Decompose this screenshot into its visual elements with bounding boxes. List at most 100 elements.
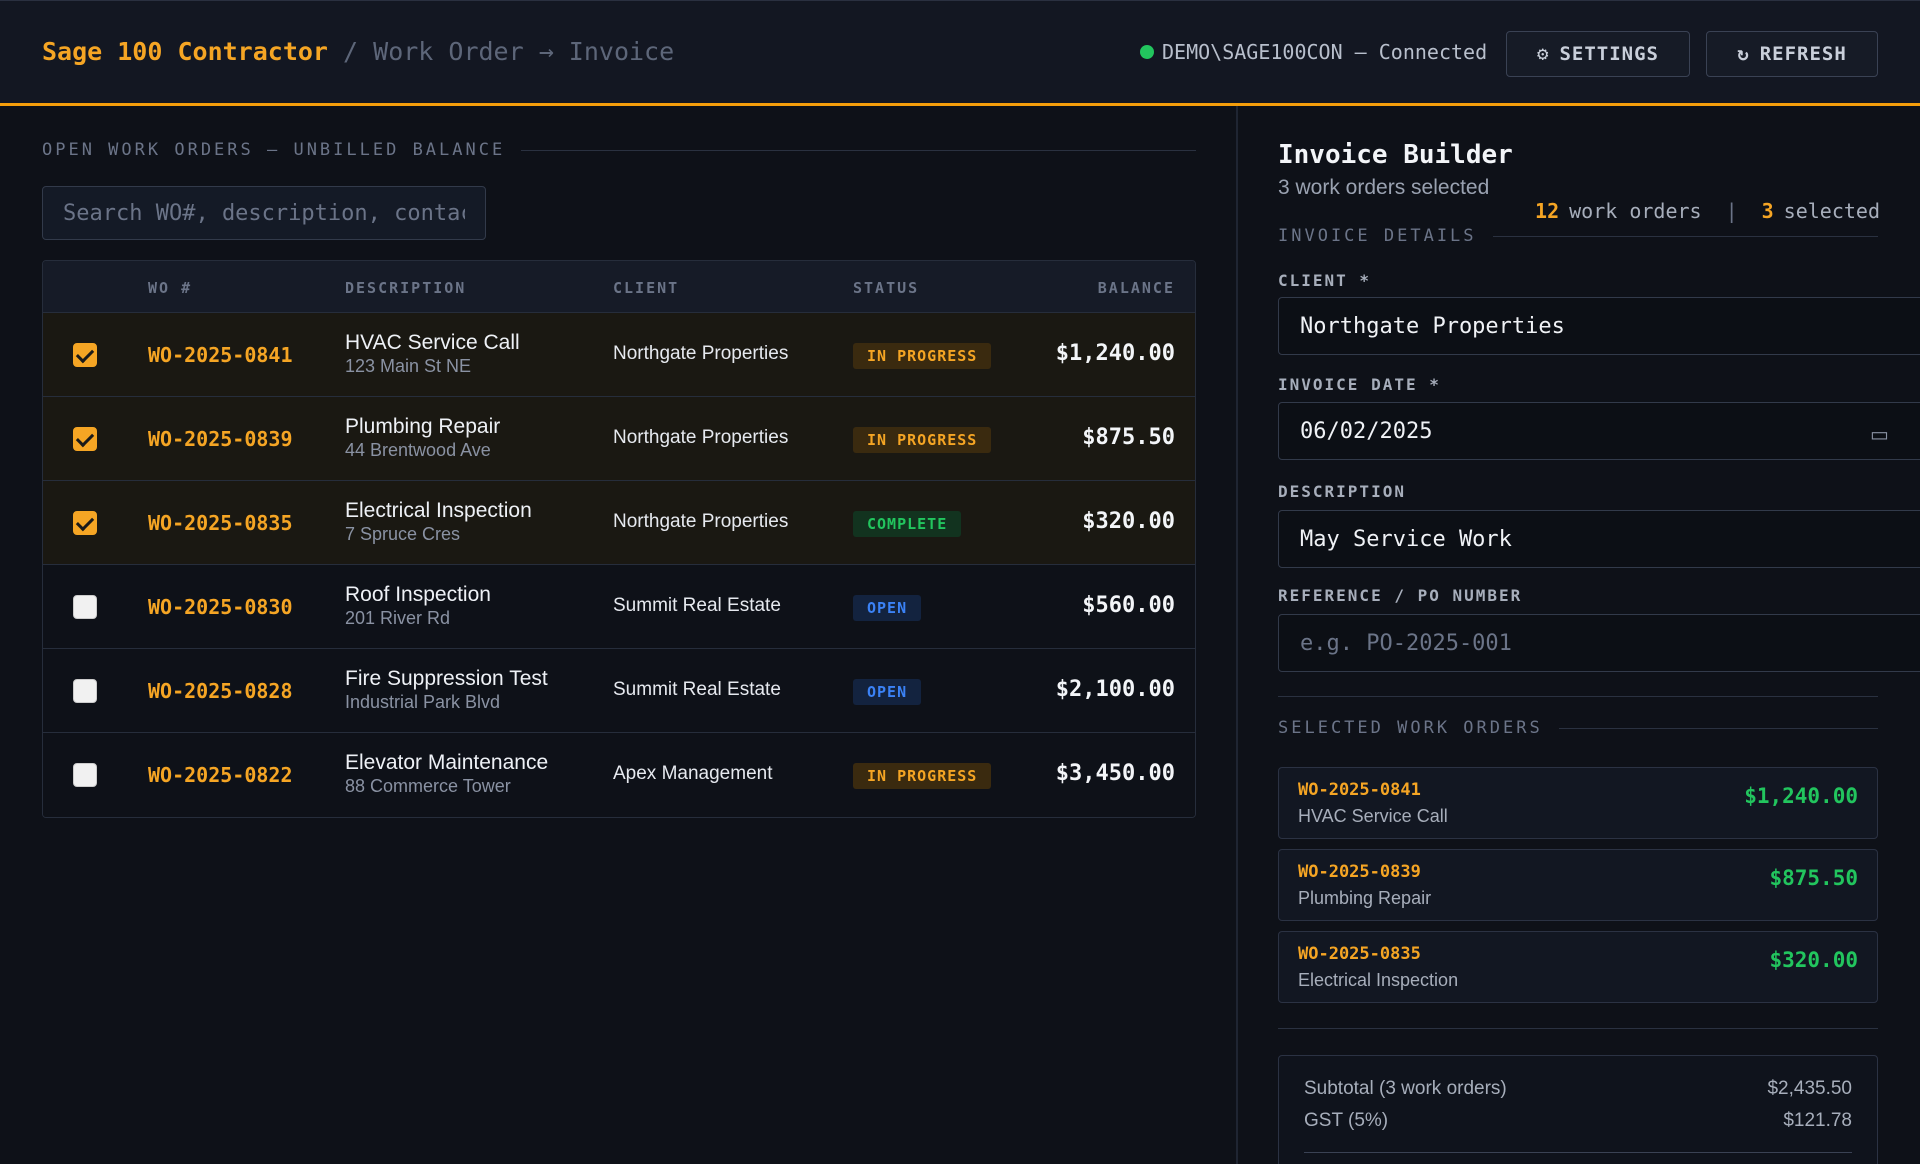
selected-work-orders-title-text: SELECTED WORK ORDERS <box>1278 718 1543 738</box>
selected-wo-number: WO-2025-0835 <box>1298 944 1421 964</box>
row-checkbox[interactable] <box>73 427 97 451</box>
wo-balance: $1,240.00 <box>1055 341 1175 366</box>
table-row[interactable]: WO-2025-0835 Electrical Inspection 7 Spr… <box>43 481 1195 565</box>
status-badge: OPEN <box>853 595 922 621</box>
count-separator: | <box>1725 199 1738 223</box>
connected-dot-icon <box>1140 45 1154 59</box>
client-label: CLIENT * <box>1278 271 1372 290</box>
column-header-status[interactable]: STATUS <box>853 279 920 297</box>
gst-label: GST (5%) <box>1304 1110 1389 1131</box>
wo-title: Electrical Inspection <box>345 499 532 522</box>
row-checkbox[interactable] <box>73 763 97 787</box>
table-header: WO # DESCRIPTION CLIENT STATUS BALANCE <box>43 261 1195 313</box>
invoice-totals: Subtotal (3 work orders) $2,435.50 GST (… <box>1278 1055 1878 1164</box>
settings-button[interactable]: ⚙ SETTINGS <box>1506 31 1690 77</box>
invoice-details-title-text: INVOICE DETAILS <box>1278 226 1477 246</box>
connection-status: DEMO\SAGE100CON — Connected <box>1140 40 1487 64</box>
work-order-count-label: work orders <box>1569 199 1702 223</box>
wo-balance: $560.00 <box>1082 593 1175 618</box>
subtotal-line: Subtotal (3 work orders) $2,435.50 <box>1304 1078 1852 1100</box>
app-header: Sage 100 Contractor / Work Order → Invoi… <box>0 0 1920 106</box>
wo-number: WO-2025-0822 <box>148 763 293 787</box>
description-field[interactable]: May Service Work <box>1278 510 1920 568</box>
gst-value: $121.78 <box>1783 1110 1852 1131</box>
row-checkbox[interactable] <box>73 343 97 367</box>
wo-balance: $2,100.00 <box>1055 677 1175 702</box>
status-badge: OPEN <box>853 679 922 705</box>
table-row[interactable]: WO-2025-0830 Roof Inspection 201 River R… <box>43 565 1195 649</box>
wo-address: 44 Brentwood Ave <box>345 440 491 460</box>
wo-description: Elevator Maintenance 88 Commerce Tower <box>345 751 548 797</box>
wo-client: Summit Real Estate <box>613 595 781 616</box>
gear-icon: ⚙ <box>1537 43 1550 65</box>
invoice-date-label: INVOICE DATE * <box>1278 375 1441 394</box>
wo-address: Industrial Park Blvd <box>345 692 501 712</box>
selected-work-orders-title: SELECTED WORK ORDERS <box>1278 718 1878 738</box>
wo-address: 88 Commerce Tower <box>345 776 511 796</box>
section-title-text: OPEN WORK ORDERS — UNBILLED BALANCE <box>42 140 506 160</box>
selected-wo-number: WO-2025-0841 <box>1298 780 1421 800</box>
gst-line: GST (5%) $121.78 <box>1304 1110 1852 1132</box>
connection-label: DEMO\SAGE100CON — Connected <box>1162 40 1488 64</box>
wo-client: Summit Real Estate <box>613 679 781 700</box>
wo-description: Electrical Inspection 7 Spruce Cres <box>345 499 532 545</box>
details-divider <box>1278 696 1878 697</box>
section-divider <box>521 149 1196 151</box>
refresh-button[interactable]: ↻ REFRESH <box>1706 31 1878 77</box>
selected-wo-amount: $875.50 <box>1769 866 1858 890</box>
work-orders-table: WO # DESCRIPTION CLIENT STATUS BALANCE W… <box>42 260 1196 818</box>
wo-title: Roof Inspection <box>345 583 491 606</box>
selected-count: 3 <box>1761 199 1774 223</box>
status-badge: IN PROGRESS <box>853 343 992 369</box>
wo-balance: $875.50 <box>1082 425 1175 450</box>
wo-title: Elevator Maintenance <box>345 751 549 774</box>
wo-number: WO-2025-0841 <box>148 343 293 367</box>
wo-number: WO-2025-0839 <box>148 427 293 451</box>
selected-work-order-card[interactable]: WO-2025-0841 HVAC Service Call $1,240.00 <box>1278 767 1878 839</box>
wo-client: Northgate Properties <box>613 427 789 448</box>
wo-description: Roof Inspection 201 River Rd <box>345 583 491 629</box>
invoice-builder-subtitle: 3 work orders selected <box>1278 176 1490 199</box>
row-checkbox[interactable] <box>73 511 97 535</box>
summary-divider <box>1278 1028 1878 1029</box>
description-label: DESCRIPTION <box>1278 482 1406 501</box>
selected-wo-amount: $1,240.00 <box>1744 784 1858 808</box>
status-badge: IN PROGRESS <box>853 763 992 789</box>
selected-wo-amount: $320.00 <box>1769 948 1858 972</box>
wo-number: WO-2025-0830 <box>148 595 293 619</box>
selected-work-order-card[interactable]: WO-2025-0835 Electrical Inspection $320.… <box>1278 931 1878 1003</box>
row-checkbox[interactable] <box>73 679 97 703</box>
wo-address: 7 Spruce Cres <box>345 524 461 544</box>
invoice-date-field[interactable]: 06/02/2025 <box>1278 402 1920 460</box>
table-row[interactable]: WO-2025-0839 Plumbing Repair 44 Brentwoo… <box>43 397 1195 481</box>
table-row[interactable]: WO-2025-0841 HVAC Service Call 123 Main … <box>43 313 1195 397</box>
column-header-balance[interactable]: BALANCE <box>1097 279 1175 297</box>
table-row[interactable]: WO-2025-0828 Fire Suppression Test Indus… <box>43 649 1195 733</box>
subtotal-value: $2,435.50 <box>1767 1078 1852 1099</box>
row-checkbox[interactable] <box>73 595 97 619</box>
selected-work-order-card[interactable]: WO-2025-0839 Plumbing Repair $875.50 <box>1278 849 1878 921</box>
table-row[interactable]: WO-2025-0822 Elevator Maintenance 88 Com… <box>43 733 1195 817</box>
wo-balance: $3,450.00 <box>1055 761 1175 786</box>
reference-field[interactable] <box>1278 614 1920 672</box>
work-order-counts: 12 work orders | 3 selected <box>1535 199 1880 223</box>
wo-number: WO-2025-0828 <box>148 679 293 703</box>
client-field[interactable]: Northgate Properties <box>1278 297 1920 355</box>
column-header-description[interactable]: DESCRIPTION <box>345 279 467 297</box>
work-order-search-input[interactable] <box>42 186 486 240</box>
work-order-count: 12 <box>1535 199 1560 223</box>
subtotal-label: Subtotal (3 work orders) <box>1304 1078 1507 1099</box>
work-orders-section-title: OPEN WORK ORDERS — UNBILLED BALANCE <box>42 140 1196 160</box>
section-divider <box>1492 235 1878 237</box>
wo-balance: $320.00 <box>1082 509 1175 534</box>
column-header-client[interactable]: CLIENT <box>613 279 680 297</box>
totals-divider <box>1304 1152 1852 1153</box>
column-header-wo[interactable]: WO # <box>148 279 193 297</box>
status-badge: IN PROGRESS <box>853 427 992 453</box>
wo-title: Fire Suppression Test <box>345 667 548 690</box>
wo-title: HVAC Service Call <box>345 331 520 354</box>
app-name: Sage 100 Contractor <box>42 37 328 66</box>
selected-wo-title: HVAC Service Call <box>1298 806 1448 826</box>
calendar-icon[interactable]: ▭ <box>1870 424 1889 446</box>
wo-description: Plumbing Repair 44 Brentwood Ave <box>345 415 500 461</box>
